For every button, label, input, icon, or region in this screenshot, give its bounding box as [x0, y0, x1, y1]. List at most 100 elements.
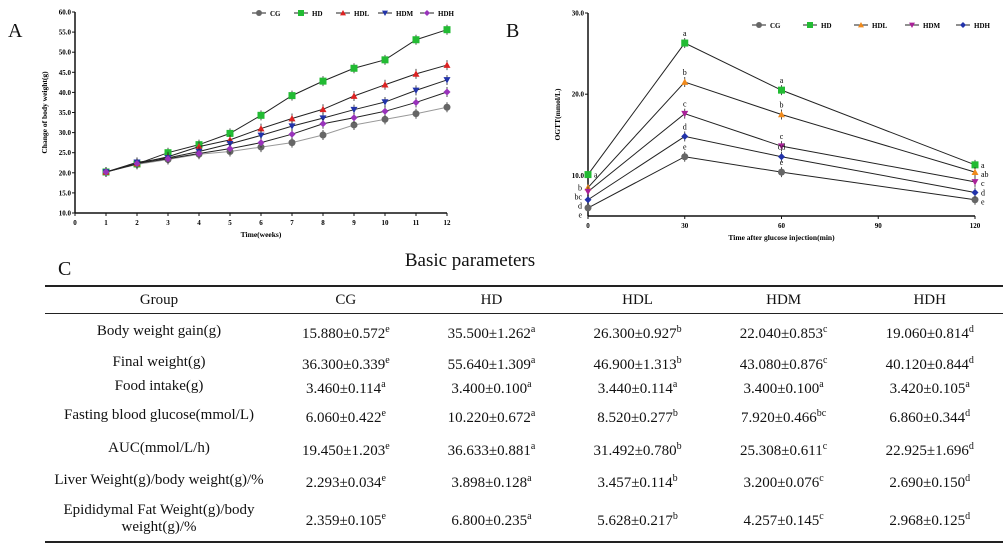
row-label: Fasting blood glucose(mmol/L)	[64, 407, 254, 423]
x-tick-label: 9	[352, 219, 356, 227]
x-tick-label: 1	[104, 219, 108, 227]
table-cell: 22.040±0.853c	[711, 314, 857, 350]
data-point	[584, 188, 592, 196]
cell-value: 31.492±0.780	[593, 442, 677, 459]
significance-letter: ab	[981, 170, 989, 179]
significance-letter: e	[578, 211, 582, 220]
table-row: Liver Weight(g)/body weight(g)/% 2.293±0.…	[45, 464, 1003, 498]
series-hdh: d d cd d	[578, 122, 985, 210]
legend-marker-cg	[756, 22, 762, 28]
cell-value: 3.460±0.114	[306, 380, 382, 397]
table-cell: 3.457±0.114b	[564, 464, 710, 498]
significance-letter: a	[594, 171, 598, 180]
series-line	[587, 156, 976, 209]
data-point	[319, 77, 327, 85]
cell-value: 26.300±0.927	[593, 325, 677, 342]
data-point	[584, 196, 592, 204]
significance-letter: a	[527, 511, 532, 522]
significance-letter: c	[819, 511, 824, 522]
significance-letter: e	[385, 323, 390, 335]
table-row: Fasting blood glucose(mmol/L) 6.060±0.422…	[45, 398, 1003, 434]
y-axis-label: Change of body weight(g)	[40, 71, 49, 154]
series-line	[105, 29, 448, 173]
row-label: Epididymal Fat Weight(g)/body weight(g)/…	[45, 497, 273, 543]
cell-value: 19.450±1.203	[301, 442, 386, 459]
row-label: Liver Weight(g)/body weight(g)/%	[54, 472, 264, 488]
data-point	[681, 132, 689, 140]
legend-label: CG	[270, 10, 281, 18]
table-cell: 5.628±0.217b	[564, 497, 711, 543]
legend-marker-hdm	[382, 10, 388, 16]
cell-value: 40.120±0.844	[885, 356, 969, 373]
data-point	[350, 121, 358, 129]
x-tick-label: 6	[259, 219, 263, 227]
legend-label: CG	[770, 22, 781, 30]
y-tick-label: 50.0	[59, 49, 72, 57]
table-cell: 4.257±0.145c	[710, 497, 857, 543]
table-cell: 19.060±0.814d	[856, 314, 1003, 350]
data-point	[319, 120, 327, 128]
cell-value: 3.440±0.114	[597, 380, 673, 397]
table-cell: 26.300±0.927b	[564, 314, 710, 350]
cell-value: 22.040±0.853	[739, 325, 824, 342]
table-cell: 3.460±0.114a	[273, 376, 419, 398]
table-cell: 3.400±0.100a	[711, 376, 857, 398]
significance-letter: a	[780, 76, 784, 85]
series-line	[105, 64, 448, 173]
legend-marker-hd	[807, 22, 813, 28]
significance-letter: a	[672, 378, 678, 390]
data-point	[226, 129, 234, 137]
data-point	[681, 110, 689, 118]
table-cell: 25.308±0.611c	[711, 434, 857, 464]
significance-letter: bc	[816, 407, 827, 419]
significance-letter: d	[968, 440, 974, 452]
table-cell: 3.420±0.105a	[856, 376, 1003, 398]
data-point	[257, 139, 265, 147]
y-tick-label: 20.0	[59, 169, 72, 177]
column-header: CG	[273, 285, 419, 314]
significance-letter: d	[968, 354, 974, 366]
x-tick-label: 0	[73, 219, 77, 227]
cell-value: 55.640±1.309	[447, 356, 531, 373]
x-tick-label: 12	[444, 219, 452, 227]
data-point	[778, 153, 785, 161]
data-point	[350, 106, 358, 114]
table-cell: 2.968±0.125d	[856, 497, 1003, 543]
column-header: HDH	[856, 285, 1003, 314]
significance-letter: a	[527, 378, 532, 390]
cell-value: 2.968±0.125	[889, 513, 966, 529]
table-cell: 7.920±0.466bc	[711, 398, 857, 434]
y-tick-label: 45.0	[59, 69, 72, 77]
table-row: Final weight(g) 36.300±0.339e 55.640±1.309…	[45, 350, 1003, 376]
series-line	[587, 135, 976, 201]
cell-value: 35.500±1.262	[447, 325, 531, 342]
column-header: HDL	[564, 285, 711, 314]
cell-value: 15.880±0.572	[301, 325, 386, 342]
cell-value: 3.200±0.076	[743, 474, 820, 491]
x-tick-label: 4	[197, 219, 201, 227]
x-tick-label: 8	[321, 219, 325, 227]
cell-value: 10.220±0.672	[447, 409, 531, 426]
data-point	[319, 115, 327, 122]
table-cell: 3.440±0.114a	[564, 376, 710, 398]
series-line	[105, 79, 448, 173]
y-tick-label: 55.0	[59, 29, 72, 37]
table-cell: 8.520±0.277b	[564, 398, 710, 434]
legend-label: HD	[312, 10, 323, 18]
significance-letter: a	[530, 440, 536, 452]
significance-letter: bc	[574, 193, 582, 202]
table-cell: 6.800±0.235a	[418, 497, 565, 543]
data-point	[443, 88, 451, 96]
significance-letter: a	[530, 323, 536, 335]
data-point	[195, 143, 203, 150]
data-point	[288, 92, 296, 100]
significance-letter: cd	[778, 143, 786, 152]
data-point	[778, 111, 785, 118]
cell-value: 46.900±1.313	[593, 356, 677, 373]
x-tick-label: 7	[290, 219, 294, 227]
column-header: HD	[418, 285, 565, 314]
table-row: Body weight gain(g) 15.880±0.572e 35.500±1…	[45, 314, 1003, 350]
cell-value: 3.898±0.128	[451, 474, 528, 491]
significance-letter: e	[381, 472, 386, 484]
data-point	[778, 86, 785, 94]
